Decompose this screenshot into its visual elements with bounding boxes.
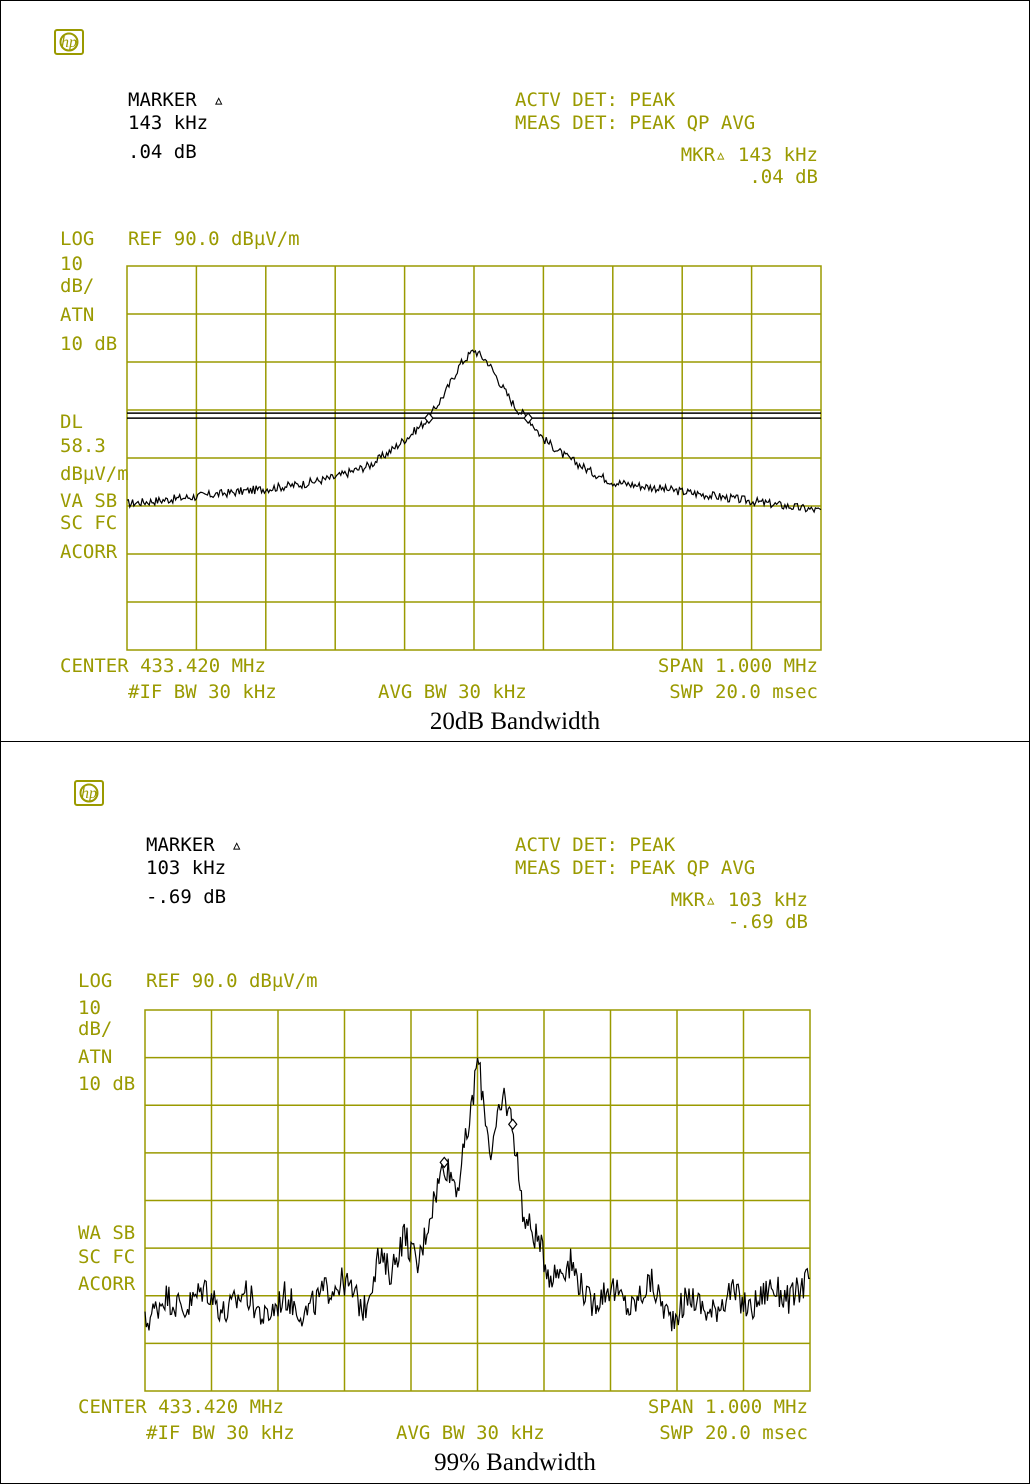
chart-99-percent-bandwidth: hp MARKER ▵103 kHz -.69 dB ACTV DET: PEAKMEA…: [74, 780, 811, 1476]
average-bandwidth: AVG BW 30 kHz: [378, 681, 527, 703]
logo-frame: [54, 29, 84, 55]
logo-circle: [79, 783, 99, 803]
left-annotation: ATN: [60, 304, 94, 326]
marker-diamond-icon: [424, 412, 434, 425]
left-annotation: dB/: [60, 275, 94, 297]
left-annotation: 10: [60, 253, 83, 275]
left-annotation: dB/: [78, 1018, 112, 1040]
logo-text: hp: [61, 34, 77, 51]
plot-grid: [145, 1010, 810, 1391]
marker-readout-level: -.69 dB: [728, 911, 808, 933]
marker-diamond-icon: [439, 1156, 450, 1169]
logo-frame: [74, 780, 104, 806]
left-annotation: ACORR: [60, 541, 118, 563]
marker-frequency: 103 kHz: [146, 857, 226, 879]
logo-text: hp: [81, 785, 97, 802]
logo-circle: [59, 32, 79, 52]
left-annotation: SC FC: [78, 1246, 135, 1268]
measure-detector: MEAS DET: PEAK QP AVG: [515, 857, 755, 879]
marker-readout-level: .04 dB: [749, 166, 818, 188]
chart-20db-bandwidth: hp MARKER ▵143 kHz .04 dB ACTV DET: PEAKMEAS…: [54, 29, 822, 735]
marker-readout-freq: MKR▵ 143 kHz: [681, 144, 818, 166]
frequency-span: SPAN 1.000 MHz: [648, 1396, 808, 1418]
figure-caption: 20dB Bandwidth: [430, 708, 601, 735]
frequency-span: SPAN 1.000 MHz: [658, 655, 818, 677]
hp-logo: hp: [74, 780, 104, 806]
average-bandwidth: AVG BW 30 kHz: [396, 1422, 545, 1444]
marker-level: -.69 dB: [146, 886, 226, 908]
center-frequency: CENTER 433.420 MHz: [60, 655, 266, 677]
left-annotation: SC FC: [60, 512, 117, 534]
left-annotation: 10 dB: [78, 1073, 135, 1095]
if-bandwidth: #IF BW 30 kHz: [128, 681, 277, 703]
left-annotation: DL: [60, 411, 83, 433]
left-annotation: 10: [78, 997, 101, 1019]
reference-level: REF 90.0 dBµV/m: [146, 970, 318, 992]
plot-frame: [144, 1009, 811, 1392]
measure-detector: MEAS DET: PEAK QP AVG: [515, 112, 755, 134]
center-frequency: CENTER 433.420 MHz: [78, 1396, 284, 1418]
marker-diamond-icon: [507, 1118, 518, 1131]
if-bandwidth: #IF BW 30 kHz: [146, 1422, 295, 1444]
hp-logo: hp: [54, 29, 84, 55]
active-detector: ACTV DET: PEAK: [515, 834, 676, 856]
left-annotation: ACORR: [78, 1273, 136, 1295]
left-annotation: WA SB: [78, 1222, 135, 1244]
marker-diamond-icon: [523, 412, 533, 425]
plot-grid: [127, 266, 821, 650]
marker-readout-freq: MKR▵ 103 kHz: [671, 889, 808, 911]
left-annotation: VA SB: [60, 490, 117, 512]
left-annotation: 10 dB: [60, 333, 117, 355]
spectrum-trace: [126, 349, 822, 514]
scale-label: LOG: [78, 970, 112, 992]
marker-level: .04 dB: [128, 141, 197, 163]
sweep-time: SWP 20.0 msec: [659, 1422, 808, 1444]
marker-title: MARKER: [128, 89, 197, 111]
plot-frame: [126, 265, 822, 651]
left-annotation: ATN: [78, 1046, 112, 1068]
marker-delta-icon: ▵: [231, 834, 242, 856]
scale-label: LOG: [60, 228, 94, 250]
marker-frequency: 143 kHz: [128, 112, 208, 134]
marker-title: MARKER: [146, 834, 215, 856]
left-annotation: 58.3: [60, 435, 106, 457]
left-annotation: dBµV/m: [60, 463, 129, 485]
active-detector: ACTV DET: PEAK: [515, 89, 676, 111]
marker-delta-icon: ▵: [213, 89, 224, 111]
reference-level: REF 90.0 dBµV/m: [128, 228, 300, 250]
figure-caption: 99% Bandwidth: [434, 1449, 596, 1476]
spectrum-trace: [144, 1057, 811, 1332]
sweep-time: SWP 20.0 msec: [669, 681, 818, 703]
